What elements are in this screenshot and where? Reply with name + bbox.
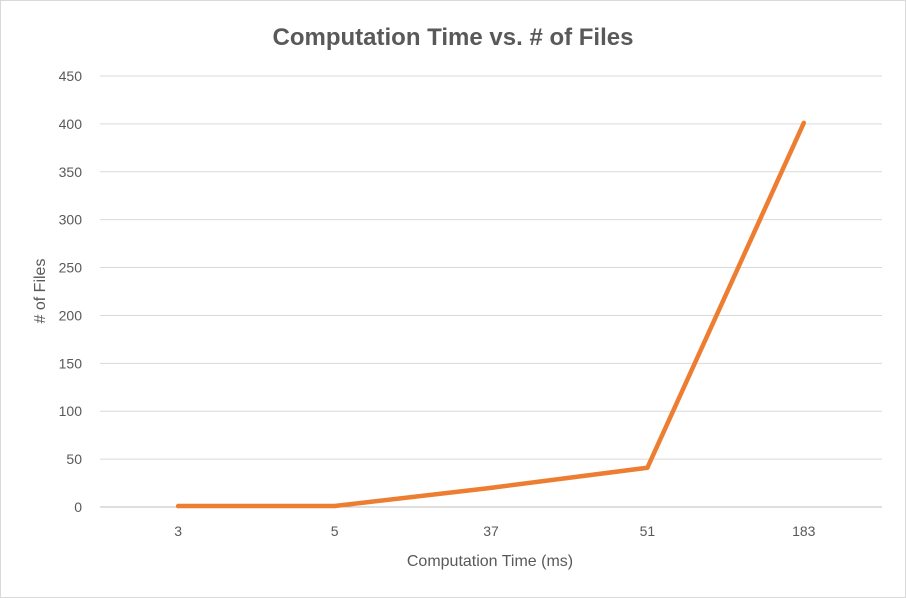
data-point bbox=[645, 465, 650, 470]
series-layer bbox=[175, 120, 807, 509]
x-tick-label: 183 bbox=[792, 523, 816, 539]
x-tick-label: 37 bbox=[483, 523, 499, 539]
y-tick-label: 300 bbox=[59, 212, 83, 228]
y-tick-label: 400 bbox=[59, 116, 83, 132]
x-tick-label: 51 bbox=[640, 523, 656, 539]
x-tick-label: 5 bbox=[331, 523, 339, 539]
y-tick-label: 350 bbox=[59, 164, 83, 180]
y-tick-label: 250 bbox=[59, 260, 83, 276]
x-axis-label: Computation Time (ms) bbox=[407, 553, 573, 570]
y-tick-label: 450 bbox=[59, 68, 83, 84]
y-tick-label: 150 bbox=[59, 355, 83, 371]
chart-title: Computation Time vs. # of Files bbox=[273, 24, 634, 51]
gridlines bbox=[100, 75, 882, 508]
y-tick-label: 200 bbox=[59, 307, 83, 323]
x-axis-ticks: 3 5 37 51 183 bbox=[174, 523, 815, 539]
data-point bbox=[176, 503, 181, 509]
data-point bbox=[332, 503, 337, 509]
y-tick-label: 50 bbox=[66, 451, 82, 467]
y-axis-label: # of Files bbox=[32, 259, 49, 324]
data-point bbox=[488, 485, 494, 491]
y-axis-ticks: 0 50 100 150 200 250 300 350 400 450 bbox=[59, 68, 83, 515]
series-line bbox=[175, 120, 807, 509]
y-tick-label: 0 bbox=[74, 499, 82, 515]
y-tick-label: 100 bbox=[59, 403, 83, 419]
x-tick-label: 3 bbox=[174, 523, 182, 539]
data-point bbox=[801, 120, 806, 126]
